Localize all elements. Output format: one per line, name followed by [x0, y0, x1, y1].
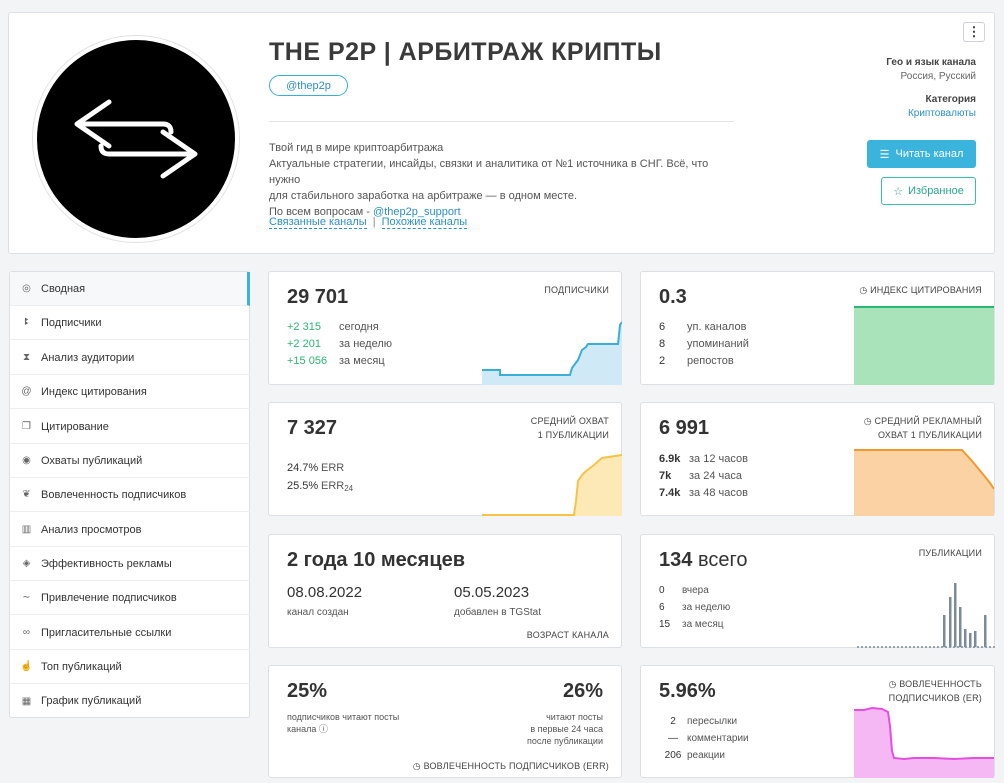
- channel-handle[interactable]: @thep2p: [269, 75, 348, 96]
- channel-title: THE P2P | АРБИТРАЖ КРИПТЫ: [269, 38, 662, 66]
- tag-icon: ◈: [22, 558, 31, 569]
- clock-icon: ◷: [863, 416, 875, 426]
- posts-card[interactable]: 134 всего ПУБЛИКАЦИИ 0 вчера 6 за неделю 1…: [640, 534, 995, 648]
- citation-sparkline: [854, 306, 994, 385]
- ad-reach-sparkline: [854, 449, 994, 516]
- category-link[interactable]: Криптовалюты: [907, 108, 976, 119]
- sidebar-nav: ◎ Сводная ꔪ Подписчики ⧗ Анализ аудитории @…: [9, 271, 250, 718]
- posts-total: 134 всего: [659, 549, 748, 571]
- subscribers-caption: ПОДПИСЧИКИ: [544, 285, 609, 295]
- channel-avatar[interactable]: [33, 36, 239, 242]
- hourglass-icon: ⧗: [22, 352, 31, 363]
- reach-card[interactable]: 7 327 СРЕДНИЙ ОХВАТ 1 ПУБЛИКАЦИИ 24.7% ERR…: [268, 402, 622, 516]
- sidebar-item-ads[interactable]: ◈ Эффективность рекламы: [10, 547, 250, 581]
- sidebar-item-top-posts[interactable]: ☝ Топ публикаций: [10, 650, 250, 684]
- channel-age-card[interactable]: 2 года 10 месяцев 08.08.2022 канал созда…: [268, 534, 622, 648]
- eye-icon: ◉: [22, 455, 31, 466]
- sidebar-item-citation[interactable]: ❐ Цитирование: [10, 410, 250, 444]
- channel-age-value: 2 года 10 месяцев: [287, 549, 466, 571]
- clock-icon: ◷: [859, 285, 871, 295]
- er-value: 5.96%: [659, 680, 716, 702]
- err-caption: ◷ ВОВЛЕЧЕННОСТЬ ПОДПИСЧИКОВ (ERR): [412, 761, 609, 771]
- created-label: канал создан: [287, 607, 349, 618]
- favorite-button[interactable]: ☆ Избранное: [881, 177, 976, 205]
- er-caption: ◷ ВОВЛЕЧЕННОСТЬ ПОДПИСЧИКОВ (ER): [888, 679, 982, 703]
- sidebar-item-invite-links[interactable]: ∞ Пригласительные ссылки: [10, 616, 250, 650]
- ad-reach-value: 6 991: [659, 417, 710, 439]
- similar-channels-link[interactable]: Похожие каналы: [381, 216, 468, 229]
- calendar-icon: ▦: [21, 695, 32, 707]
- sidebar-item-summary[interactable]: ◎ Сводная: [10, 272, 250, 306]
- users-icon: ꔪ: [24, 317, 29, 328]
- clock-icon: ◷: [888, 679, 900, 689]
- thumbs-up-icon: ☝: [20, 661, 33, 672]
- channel-header: THE P2P | АРБИТРАЖ КРИПТЫ @thep2p Твой г…: [8, 12, 995, 254]
- sidebar-item-citation-index[interactable]: @ Индекс цитирования: [10, 375, 250, 409]
- read-channel-button[interactable]: ☰ Читать канал: [867, 140, 976, 168]
- citation-index-caption: ◷ ИНДЕКС ЦИТИРОВАНИЯ: [859, 285, 982, 295]
- link-icon: ∞: [22, 627, 31, 638]
- posts-histogram: [857, 583, 995, 648]
- subscribers-count: 29 701: [287, 286, 349, 308]
- support-link[interactable]: @thep2p_support: [373, 206, 461, 218]
- ad-reach-caption: ◷ СРЕДНИЙ РЕКЛАМНЫЙ ОХВАТ 1 ПУБЛИКАЦИИ: [863, 416, 982, 440]
- sidebar-item-audience[interactable]: ⧗ Анализ аудитории: [10, 341, 250, 375]
- related-channels-link[interactable]: Связанные каналы: [269, 216, 367, 229]
- added-label: добавлен в TGStat: [454, 607, 542, 618]
- err-24h-value: 26%: [562, 680, 603, 702]
- err-left-label: подписчиков читают посты канала ⓘ: [287, 712, 400, 734]
- err-card[interactable]: 25% подписчиков читают посты канала ⓘ 26%…: [268, 665, 622, 778]
- clock-icon: ◷: [412, 761, 424, 771]
- geo-info: Гео и язык канала Россия, Русский: [886, 57, 976, 82]
- citation-index-value: 0.3: [659, 286, 687, 308]
- sidebar-item-acquisition[interactable]: ∼ Привлечение подписчиков: [10, 581, 250, 615]
- arrows-logo-icon: [74, 99, 198, 179]
- reach-sparkline: [482, 454, 622, 516]
- err-subscribers-value: 25%: [287, 680, 328, 702]
- reach-value: 7 327: [287, 417, 338, 439]
- subscribers-sparkline: [482, 321, 622, 385]
- sidebar-item-views[interactable]: ▥ Анализ просмотров: [10, 513, 250, 547]
- created-date: 08.08.2022: [287, 584, 363, 601]
- bar-chart-icon: ▥: [21, 524, 32, 535]
- added-date: 05.05.2023: [454, 584, 530, 601]
- engagement-icon: ❦: [22, 489, 31, 500]
- trend-icon: ∼: [22, 592, 31, 603]
- star-icon: ☆: [893, 185, 904, 198]
- sidebar-item-reach[interactable]: ◉ Охваты публикаций: [10, 444, 250, 478]
- channel-age-caption: ВОЗРАСТ КАНАЛА: [526, 630, 609, 640]
- divider: [269, 121, 734, 122]
- channel-description: Твой гид в мире криптоарбитража Актуальн…: [269, 142, 709, 218]
- category-info: Категория Криптовалюты: [907, 94, 976, 119]
- er-sparkline: [854, 706, 994, 778]
- list-icon: ☰: [879, 148, 890, 161]
- reach-caption: СРЕДНИЙ ОХВАТ 1 ПУБЛИКАЦИИ: [530, 416, 609, 440]
- sidebar-item-engagement[interactable]: ❦ Вовлеченность подписчиков: [10, 478, 250, 512]
- ad-reach-card[interactable]: 6 991 ◷ СРЕДНИЙ РЕКЛАМНЫЙ ОХВАТ 1 ПУБЛИКА…: [640, 402, 995, 516]
- at-icon: @: [21, 386, 32, 397]
- subscribers-card[interactable]: 29 701 ПОДПИСЧИКИ +2 315 сегодня +2 201 за…: [268, 271, 622, 385]
- sidebar-item-subscribers[interactable]: ꔪ Подписчики: [10, 306, 250, 340]
- sidebar-item-schedule[interactable]: ▦ График публикаций: [21, 695, 142, 707]
- copy-icon: ❐: [22, 421, 31, 432]
- dashboard-icon: ◎: [22, 283, 31, 294]
- posts-caption: ПУБЛИКАЦИИ: [918, 548, 982, 558]
- channel-links: Связанные каналы | Похожие каналы: [269, 216, 468, 229]
- help-icon[interactable]: ⓘ: [318, 724, 328, 734]
- err-right-label: читают посты в первые 24 часа после публик…: [527, 712, 603, 746]
- more-menu-icon[interactable]: ⋮: [963, 22, 985, 42]
